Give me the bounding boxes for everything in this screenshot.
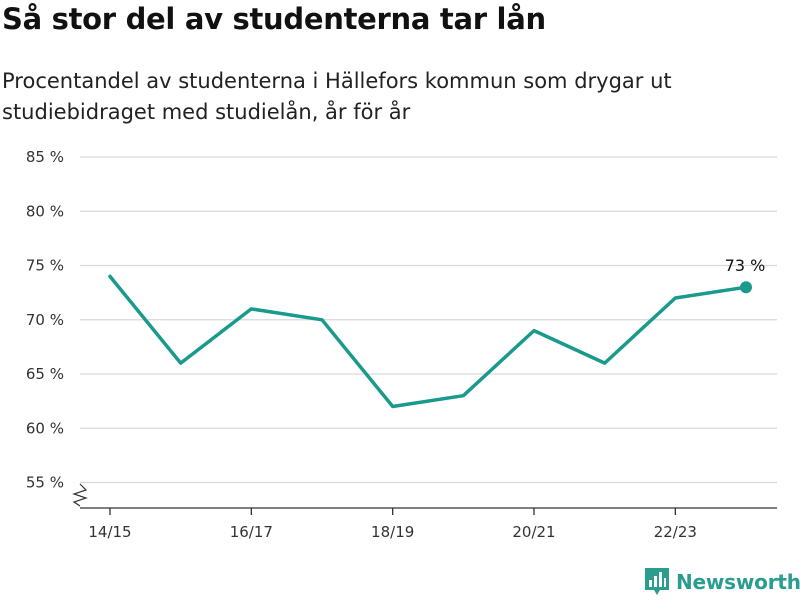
brand-name: Newsworthy [676, 570, 800, 594]
y-tick-label: 60 % [26, 419, 64, 437]
series-line [108, 274, 748, 409]
x-tick-label: 18/19 [371, 523, 414, 541]
x-tick-label: 16/17 [230, 523, 273, 541]
end-point-marker [740, 281, 752, 294]
chart-title: Så stor del av studenterna tar lån [2, 2, 546, 36]
x-tick-label: 22/23 [654, 523, 697, 541]
bar-chart-logo-icon [645, 568, 669, 595]
end-value-label: 73 % [725, 256, 766, 275]
x-tick-label: 20/21 [512, 523, 555, 541]
y-tick-label: 75 % [26, 257, 64, 275]
y-tick-label: 80 % [26, 202, 64, 220]
axis-break-icon [72, 483, 88, 507]
chart-subtitle: Procentandel av studenterna i Hällefors … [2, 69, 672, 124]
y-tick-label: 85 % [26, 148, 64, 166]
y-tick-label: 55 % [26, 474, 64, 492]
y-tick-label: 65 % [26, 365, 64, 383]
newsworthy-brand: Newsworthy [644, 567, 800, 597]
x-tick-label: 14/15 [88, 523, 131, 541]
y-tick-label: 70 % [26, 311, 64, 329]
